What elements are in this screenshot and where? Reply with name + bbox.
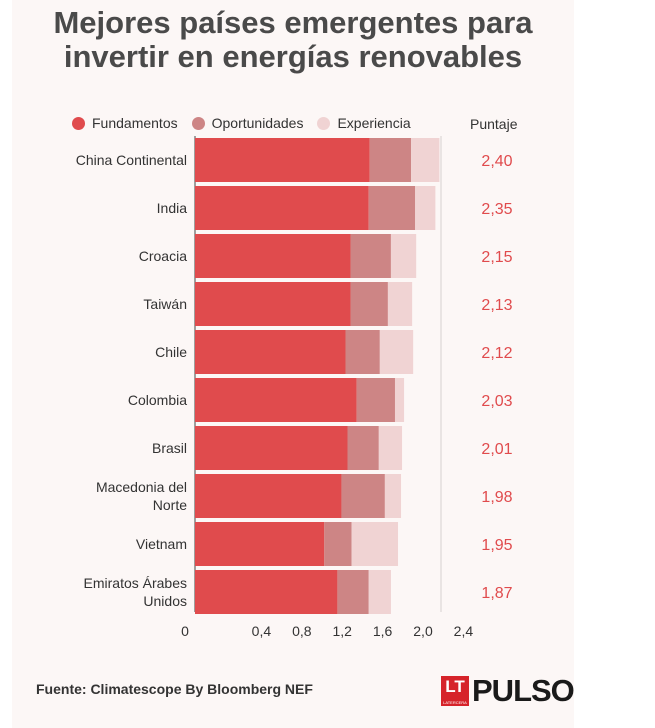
category-label: Norte xyxy=(153,497,187,513)
brand-logo: LT LATERCERA PULSO xyxy=(441,673,575,708)
bar-fundamentos xyxy=(195,378,357,422)
x-tick-label: 2,4 xyxy=(454,623,474,639)
bar-fundamentos xyxy=(195,474,342,518)
legend: Fundamentos Oportunidades Experiencia xyxy=(72,113,425,133)
bar-oportunidades xyxy=(350,282,388,326)
bar-fundamentos xyxy=(195,282,351,326)
score-value: 2,15 xyxy=(481,249,512,266)
logo-box-text: LT xyxy=(445,677,465,696)
score-value: 2,13 xyxy=(481,297,512,314)
legend-swatch-experiencia xyxy=(317,116,331,130)
x-tick-label: 0 xyxy=(181,623,189,639)
legend-item-fundamentos: Fundamentos xyxy=(72,115,178,131)
category-label: India xyxy=(157,200,188,216)
score-column-header: Puntaje xyxy=(470,116,518,132)
bar-experiencia xyxy=(411,138,440,182)
legend-item-experiencia: Experiencia xyxy=(317,115,411,131)
legend-label-oportunidades: Oportunidades xyxy=(211,115,304,131)
bar-oportunidades xyxy=(345,330,380,374)
legend-label-experiencia: Experiencia xyxy=(337,115,411,131)
title-line-1: Mejores países emergentes para xyxy=(53,5,533,40)
score-value: 2,03 xyxy=(481,393,512,410)
bar-experiencia xyxy=(378,426,403,470)
bar-fundamentos xyxy=(195,522,325,566)
logo-wordmark: PULSO xyxy=(472,673,575,708)
category-label: Croacia xyxy=(139,248,187,264)
bar-experiencia xyxy=(394,378,405,422)
score-value: 1,98 xyxy=(481,489,512,506)
bar-fundamentos xyxy=(195,138,370,182)
x-tick-label: 0,8 xyxy=(292,623,312,639)
score-value: 2,12 xyxy=(481,345,512,362)
lt-logo-icon: LT LATERCERA xyxy=(441,676,469,706)
category-label: Chile xyxy=(155,344,187,360)
category-label: Vietnam xyxy=(136,536,187,552)
score-value: 1,87 xyxy=(481,585,512,602)
legend-item-oportunidades: Oportunidades xyxy=(191,115,304,131)
x-tick-label: 1,6 xyxy=(373,623,393,639)
source-note: Fuente: Climatescope By Bloomberg NEF xyxy=(36,681,313,697)
x-tick-label: 2,0 xyxy=(413,623,433,639)
bar-oportunidades xyxy=(368,186,416,230)
bar-experiencia xyxy=(351,522,399,566)
legend-label-fundamentos: Fundamentos xyxy=(92,115,178,131)
legend-swatch-fundamentos xyxy=(72,116,85,130)
category-label: Brasil xyxy=(152,440,187,456)
bar-experiencia xyxy=(368,570,391,614)
bar-oportunidades xyxy=(350,234,391,278)
category-label: China Continental xyxy=(76,152,187,168)
bar-experiencia xyxy=(384,474,402,518)
bar-oportunidades xyxy=(337,570,369,614)
bar-fundamentos xyxy=(195,570,338,614)
bar-oportunidades xyxy=(369,138,412,182)
score-value: 2,35 xyxy=(481,201,512,218)
category-label: Emiratos Árabes xyxy=(84,575,187,591)
bar-fundamentos xyxy=(195,234,351,278)
score-value: 2,40 xyxy=(481,153,512,170)
score-value: 1,95 xyxy=(481,537,512,554)
category-label: Colombia xyxy=(128,392,187,408)
bar-fundamentos xyxy=(195,186,369,230)
bar-experiencia xyxy=(390,234,417,278)
legend-swatch-oportunidades xyxy=(191,116,205,130)
category-label: Macedonia del xyxy=(96,479,187,495)
title-line-2: invertir en energías renovables xyxy=(63,39,523,74)
bar-oportunidades xyxy=(341,474,385,518)
logo-box-subtext: LATERCERA xyxy=(443,700,467,705)
category-label: Unidos xyxy=(143,593,187,609)
bar-fundamentos xyxy=(195,426,348,470)
bar-oportunidades xyxy=(324,522,352,566)
bar-experiencia xyxy=(379,330,414,374)
category-label: Taiwán xyxy=(143,296,187,312)
bar-fundamentos xyxy=(195,330,346,374)
x-tick-label: 1,2 xyxy=(332,623,352,639)
bar-experiencia xyxy=(387,282,413,326)
bar-experiencia xyxy=(415,186,436,230)
bar-oportunidades xyxy=(347,426,379,470)
bar-oportunidades xyxy=(356,378,395,422)
score-value: 2,01 xyxy=(481,441,512,458)
chart-title: Mejores países emergentes para invertir … xyxy=(12,6,574,74)
x-tick-label: 0,4 xyxy=(252,623,272,639)
